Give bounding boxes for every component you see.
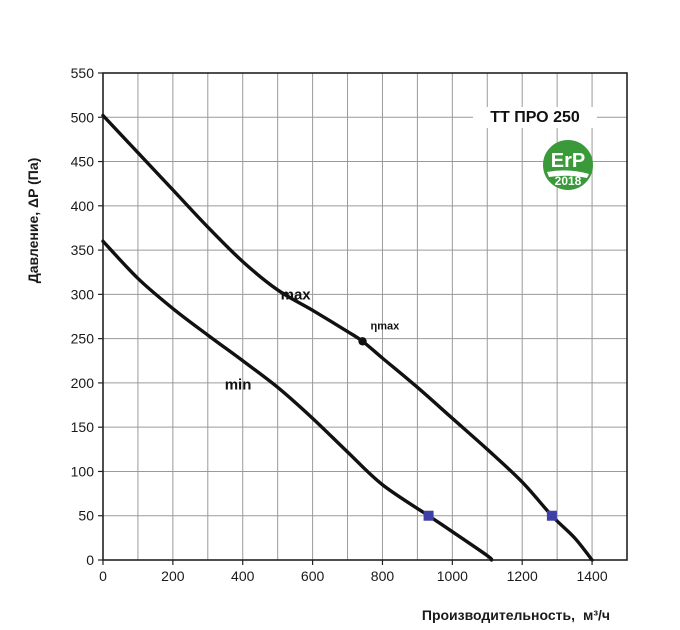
x-tick-label: 0: [99, 568, 107, 584]
y-tick-label: 300: [71, 286, 95, 302]
series-layer: max min ηmax: [101, 113, 594, 562]
x-tick-label: 1000: [437, 568, 468, 584]
x-tick-label: 1400: [576, 568, 607, 584]
y-tick-label: 350: [71, 242, 95, 258]
y-tick-label: 400: [71, 198, 95, 214]
y-tick-label: 150: [71, 419, 95, 435]
grid: [103, 73, 627, 560]
ticks: 0 200 400 600 800 1000 1200 1400 0 50 100 150 200 250…: [71, 65, 608, 584]
erp-logo: ErP 2018: [543, 140, 593, 190]
eta-max-label: ηmax: [371, 320, 401, 332]
x-axis-label: Производительность,: [422, 607, 575, 623]
x-axis-unit: м³/ч: [583, 607, 610, 623]
title-group: ТТ ПРО 250: [473, 107, 597, 128]
operating-point-marker: [546, 510, 557, 521]
y-axis-label: Давление, ΔP (Па): [25, 158, 41, 284]
erp-logo-text: ErP: [551, 150, 585, 172]
plot-frame: [102, 72, 628, 561]
y-tick-label: 500: [71, 109, 95, 125]
operating-point-marker: [423, 510, 434, 521]
x-tick-label: 800: [371, 568, 395, 584]
y-tick-label: 250: [71, 331, 95, 347]
title-background: [473, 107, 597, 128]
x-tick-label: 200: [161, 568, 185, 584]
x-tick-label: 1200: [507, 568, 538, 584]
series-line-min: [101, 239, 494, 562]
y-tick-label: 50: [78, 508, 94, 524]
erp-logo-year: 2018: [555, 174, 582, 188]
y-tick-label: 0: [86, 552, 94, 568]
series-label-min: min: [225, 377, 252, 394]
eta-max-point: [358, 337, 367, 346]
y-tick-label: 550: [71, 65, 95, 81]
x-tick-label: 600: [301, 568, 325, 584]
y-tick-label: 100: [71, 463, 95, 479]
chart-title: ТТ ПРО 250: [490, 109, 580, 126]
y-tick-label: 200: [71, 375, 95, 391]
y-tick-label: 450: [71, 154, 95, 170]
x-tick-label: 400: [231, 568, 255, 584]
erp-logo-band: [547, 170, 589, 178]
series-label-max: max: [281, 286, 312, 303]
erp-logo-ring: [543, 140, 593, 190]
